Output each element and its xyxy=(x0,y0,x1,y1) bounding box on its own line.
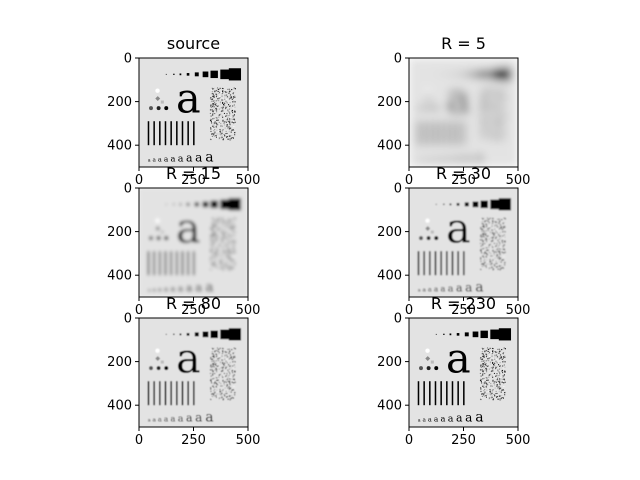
x-tick-label: 500 xyxy=(506,303,531,318)
y-tick-label: 0 xyxy=(394,52,402,67)
image-panel-3: R = 15 0 250 500 0 200 400 xyxy=(107,164,260,318)
y-tick-label: 200 xyxy=(107,355,132,370)
panel-title: R = 30 xyxy=(436,164,491,183)
x-tick-label: 250 xyxy=(451,303,476,318)
y-tick-label: 400 xyxy=(107,399,132,414)
x-tick-label: 0 xyxy=(405,303,413,318)
x-tick-label: 500 xyxy=(236,303,261,318)
y-tick-label: 200 xyxy=(377,95,402,110)
y-tick-label: 200 xyxy=(107,95,132,110)
x-tick-label: 500 xyxy=(236,173,261,188)
panel-image xyxy=(139,58,248,167)
panel-title: source xyxy=(167,34,220,53)
panel-image xyxy=(409,188,518,297)
y-tick-label: 400 xyxy=(377,139,402,154)
image-panel-2: R = 5 0 250 500 0 200 400 xyxy=(377,34,530,188)
y-tick-label: 0 xyxy=(394,312,402,327)
y-tick-label: 400 xyxy=(377,399,402,414)
y-tick-label: 400 xyxy=(377,269,402,284)
x-tick-label: 500 xyxy=(236,433,261,448)
y-tick-label: 0 xyxy=(124,312,132,327)
x-tick-label: 0 xyxy=(135,433,143,448)
x-tick-label: 0 xyxy=(405,173,413,188)
image-panel-5: R = 80 0 250 500 0 200 400 xyxy=(107,294,260,448)
x-tick-label: 250 xyxy=(181,173,206,188)
panel-image xyxy=(409,58,518,167)
x-tick-label: 250 xyxy=(181,303,206,318)
y-tick-label: 0 xyxy=(124,182,132,197)
panel-image xyxy=(409,318,518,427)
panel-title: R = 230 xyxy=(431,294,496,313)
panel-title: R = 5 xyxy=(441,34,486,53)
y-tick-label: 200 xyxy=(377,355,402,370)
y-tick-label: 0 xyxy=(124,52,132,67)
x-tick-label: 0 xyxy=(405,433,413,448)
panel-image xyxy=(139,188,248,297)
x-tick-label: 500 xyxy=(506,433,531,448)
image-panel-1: source 0 250 500 0 200 400 xyxy=(107,34,260,188)
image-panel-4: R = 30 0 250 500 0 200 400 xyxy=(377,164,530,318)
image-panel-6: R = 230 0 250 500 0 200 400 xyxy=(377,294,530,448)
y-tick-label: 400 xyxy=(107,139,132,154)
y-tick-label: 400 xyxy=(107,269,132,284)
y-tick-label: 200 xyxy=(107,225,132,240)
y-tick-label: 0 xyxy=(394,182,402,197)
y-tick-label: 200 xyxy=(377,225,402,240)
x-tick-label: 0 xyxy=(135,303,143,318)
x-tick-label: 250 xyxy=(451,433,476,448)
x-tick-label: 250 xyxy=(451,173,476,188)
x-tick-label: 0 xyxy=(135,173,143,188)
x-tick-label: 250 xyxy=(181,433,206,448)
x-tick-label: 500 xyxy=(506,173,531,188)
panel-title: R = 15 xyxy=(166,164,221,183)
panel-image xyxy=(139,318,248,427)
panel-title: R = 80 xyxy=(166,294,221,313)
